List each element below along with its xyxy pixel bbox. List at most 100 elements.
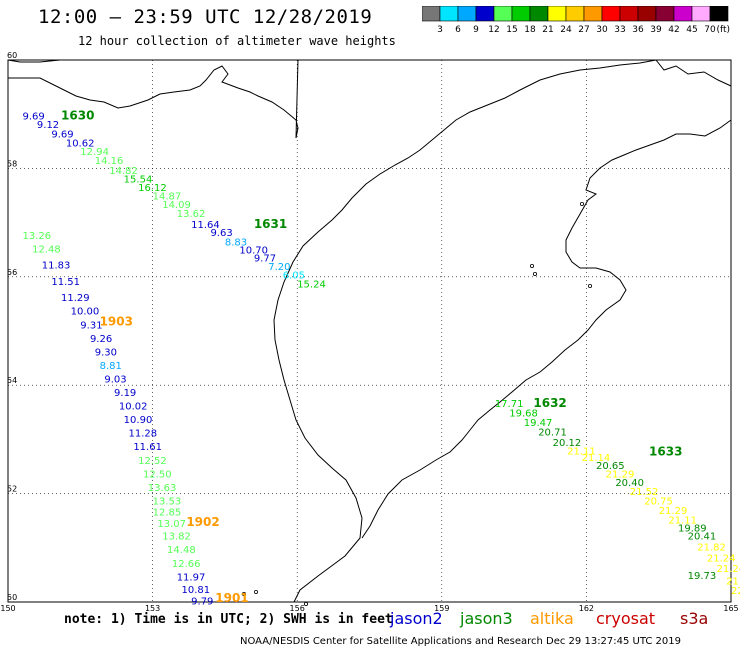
- wave-height-value: 12.50: [143, 469, 172, 480]
- x-tick-label: 162: [579, 604, 594, 612]
- pass-label: 1632: [533, 396, 566, 410]
- chart-subtitle: 12 hour collection of altimeter wave hei…: [78, 34, 396, 48]
- island: [530, 263, 535, 268]
- wave-height-value: 10.81: [182, 585, 211, 596]
- y-tick-label: 54: [7, 376, 17, 385]
- coastline: [655, 59, 732, 87]
- wave-height-value: 21.29: [606, 469, 635, 480]
- y-tick-label: 60: [7, 51, 17, 60]
- wave-height-value: 9.30: [95, 347, 117, 358]
- pass-label: 1901: [215, 591, 248, 605]
- mission-label-jason3: jason3: [460, 609, 513, 628]
- mission-label-altika: altika: [530, 609, 574, 628]
- wave-height-value: 21.52: [630, 487, 659, 498]
- color-scale-legend: 3 6 9 12 15 18 21 24 27 30 33 36 39 42 45 70 (ft): [422, 6, 730, 35]
- wave-height-value: 9.26: [90, 334, 112, 345]
- wave-height-value: 19.73: [688, 571, 717, 582]
- colorbar-tick-label: 30: [596, 25, 608, 35]
- coastline: [7, 59, 61, 63]
- wave-height-value: 11.29: [61, 293, 90, 304]
- wave-height-value: 11.97: [177, 572, 206, 583]
- wave-height-value: 9.12: [37, 120, 59, 131]
- pass-label: 1630: [61, 109, 94, 123]
- wave-height-value: 6.05: [283, 270, 305, 281]
- wave-height-value: 9.19: [114, 388, 136, 399]
- colorbar-tick-label: 24: [560, 25, 572, 35]
- wave-height-value: 10.02: [119, 402, 148, 413]
- wave-height-value: 15.54: [124, 174, 153, 185]
- credit-line: NOAA/NESDIS Center for Satellite Applica…: [240, 636, 682, 647]
- wave-height-value: 21.14: [582, 453, 611, 464]
- island: [241, 592, 246, 597]
- wave-height-value: 11.28: [129, 429, 158, 440]
- island: [303, 602, 308, 607]
- wave-height-value: 14.48: [167, 545, 196, 556]
- wave-height-value: 10.90: [124, 415, 153, 426]
- pass-label: 1633: [649, 445, 682, 459]
- wave-height-value: 14.09: [162, 200, 191, 211]
- island: [588, 283, 593, 288]
- wave-height-value: 12.48: [32, 244, 61, 255]
- wave-height-value: 21.29: [659, 506, 688, 517]
- wave-height-value: 13.07: [157, 519, 186, 530]
- wave-height-value: 11.51: [51, 277, 80, 288]
- wave-height-value: 21.82: [697, 543, 726, 554]
- wave-height-value: 13.26: [22, 231, 51, 242]
- map-frame: [7, 59, 732, 603]
- colorbar-tick-label: 12: [488, 25, 499, 35]
- wave-height-value: 10.00: [71, 307, 100, 318]
- wave-height-value: 14.16: [95, 156, 124, 167]
- colorbar-tick-label: 70: [704, 25, 716, 35]
- colorbar-tick-label: 45: [686, 25, 697, 35]
- wave-height-value: 9.69: [51, 130, 73, 141]
- wave-height-value: 21.43: [726, 577, 740, 588]
- wave-height-value: 9.63: [210, 228, 232, 239]
- wave-height-value: 17.71: [495, 399, 524, 410]
- colorbar-swatch: [709, 6, 729, 22]
- pass-label: 1902: [186, 515, 219, 529]
- y-tick-label: 56: [7, 268, 17, 277]
- wave-height-value: 11.83: [42, 261, 71, 272]
- y-tick-label: 50: [7, 593, 17, 602]
- wave-height-value: 13.82: [162, 532, 191, 543]
- wave-height-value: 12.94: [80, 147, 109, 158]
- wave-height-value: 20.75: [644, 496, 673, 507]
- wave-height-value: 14.87: [153, 191, 182, 202]
- wave-height-value: 9.31: [80, 320, 102, 331]
- colorbar-tick-label: 9: [473, 25, 479, 35]
- wave-height-value: 13.63: [148, 483, 177, 494]
- wave-height-value: 20.12: [553, 438, 582, 449]
- x-tick-label: 156: [290, 604, 305, 612]
- colorbar-tick-label: 21: [542, 25, 553, 35]
- wave-height-value: 12.66: [172, 559, 201, 570]
- wave-height-value: 8.81: [100, 361, 122, 372]
- mission-label-cryosat: cryosat: [596, 609, 656, 628]
- wave-height-value: 9.79: [191, 597, 213, 608]
- wave-height-value: 9.03: [104, 374, 126, 385]
- colorbar-tick-label: 39: [650, 25, 662, 35]
- mission-label-s3a: s3a: [680, 609, 709, 628]
- wave-height-value: 14.82: [109, 166, 138, 177]
- wave-height-value: 20.71: [538, 428, 567, 439]
- wave-height-value: 19.47: [524, 418, 553, 429]
- x-tick-label: 153: [145, 604, 160, 612]
- wave-height-value: 12.85: [153, 507, 182, 518]
- y-tick-label: 58: [7, 159, 17, 168]
- colorbar-tick-label: 27: [578, 25, 589, 35]
- wave-height-value: 15.24: [297, 280, 326, 291]
- x-tick-label: 150: [0, 604, 15, 612]
- x-tick-label: 159: [434, 604, 449, 612]
- coastline: [8, 59, 299, 139]
- wave-height-value: 8.83: [225, 237, 247, 248]
- wave-height-value: 11.61: [133, 442, 162, 453]
- pass-label: 1631: [254, 217, 287, 231]
- wave-height-value: 21.24: [707, 553, 736, 564]
- wave-height-value: 10.62: [66, 139, 95, 150]
- colorbar-tick-label: 42: [668, 25, 679, 35]
- wave-height-value: 19.68: [509, 409, 538, 420]
- wave-height-value: 20.41: [688, 532, 717, 543]
- wave-height-value: 21.11: [567, 447, 596, 458]
- wave-height-value: 21.11: [668, 515, 697, 526]
- wave-height-value: 11.64: [191, 220, 220, 231]
- wave-height-map: 150 153 156 159 162 165 50 52 54 56 58 60 1630 1631 19…: [0, 51, 740, 612]
